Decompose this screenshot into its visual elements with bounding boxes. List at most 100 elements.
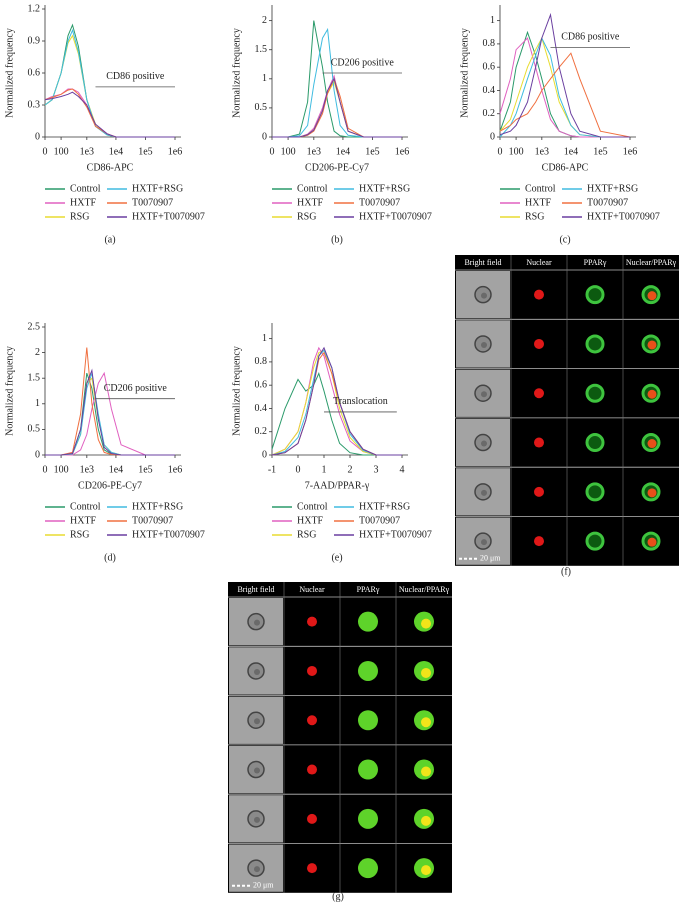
histogram-line xyxy=(45,368,175,456)
histogram-line xyxy=(499,30,630,138)
ppar-signal xyxy=(358,660,378,681)
x-tick-label: 1e6 xyxy=(168,464,182,475)
x-tick-label: 1e5 xyxy=(138,464,152,475)
merge-nucleus xyxy=(647,340,657,350)
y-tick-label: 0 xyxy=(262,449,267,460)
ppar-signal xyxy=(585,433,605,453)
histogram-line xyxy=(271,349,402,456)
legend-label: HXTF+T0070907 xyxy=(587,211,660,222)
y-tick-label: 0.2 xyxy=(255,426,268,437)
gate-label: Translocation xyxy=(333,396,388,407)
y-tick-label: 0.5 xyxy=(28,424,41,435)
panel-label: (a) xyxy=(104,234,115,245)
chart-panel: 0 0.5 1 1.5 2 0 100 1e3 1e4 1e5 1e6 Normalized freq… xyxy=(231,5,432,245)
x-tick-label: 1e3 xyxy=(535,146,549,157)
y-tick-label: 0 xyxy=(490,131,495,142)
y-tick-label: 0.6 xyxy=(483,61,496,72)
legend-label: Control xyxy=(70,501,101,512)
legend-label: RSG xyxy=(525,211,544,222)
y-tick-label: 0 xyxy=(35,449,40,460)
y-tick-label: 2 xyxy=(35,347,40,358)
chart-panel: 0 0.2 0.4 0.6 0.8 1 0 100 1e3 1e4 1e5 1e6 Normalized… xyxy=(459,5,660,245)
y-axis-label: Normalized frequency xyxy=(4,346,15,436)
x-tick-label: 1e4 xyxy=(336,146,350,157)
legend-label: RSG xyxy=(297,529,316,540)
nucleus xyxy=(534,437,544,448)
nucleus xyxy=(307,813,317,824)
legend-label: Control xyxy=(525,183,556,194)
histogram-line xyxy=(499,36,630,138)
cell-core xyxy=(481,292,487,299)
ppar-signal xyxy=(358,858,378,879)
panel-label: (g) xyxy=(332,891,344,902)
chart-panel: 0 0.3 0.6 0.9 1.2 0 100 1e3 1e4 1e5 1e6 Normalized … xyxy=(4,3,205,245)
merge-nucleus xyxy=(421,766,431,777)
x-tick-label: 1e4 xyxy=(109,464,123,475)
nucleus xyxy=(534,536,544,547)
legend-label: RSG xyxy=(70,211,89,222)
cell-core xyxy=(254,619,260,626)
y-tick-label: 2.5 xyxy=(28,321,41,332)
y-tick-label: 0.9 xyxy=(28,35,41,46)
y-tick-label: 0.4 xyxy=(483,85,496,96)
cell-core xyxy=(254,816,260,823)
legend-label: HXTF+RSG xyxy=(132,183,183,194)
merge-nucleus xyxy=(647,488,657,498)
cell-core xyxy=(481,391,487,398)
x-tick-label: 1e6 xyxy=(623,146,637,157)
nucleus xyxy=(534,338,544,349)
panel-label: (b) xyxy=(331,234,343,245)
chart-panel: 0 0.5 1 1.5 2 2.5 0 100 1e3 1e4 1e5 1e6 Normalized f… xyxy=(4,321,205,563)
legend-label: T0070907 xyxy=(359,197,400,208)
image-panel: Bright field Nuclear PPARγ Nuclear/PPARγ 20 … xyxy=(228,582,452,902)
y-tick-label: 0.5 xyxy=(255,102,268,113)
y-tick-label: 1.5 xyxy=(255,44,268,55)
x-tick-label: 3 xyxy=(374,464,379,475)
legend-label: HXTF+RSG xyxy=(359,501,410,512)
nucleus xyxy=(307,764,317,775)
column-header: Nuclear xyxy=(526,258,552,267)
histogram-line xyxy=(271,346,402,456)
merge-nucleus xyxy=(647,439,657,449)
legend-label: HXTF+RSG xyxy=(359,183,410,194)
legend-label: HXTF xyxy=(70,197,97,208)
legend-label: HXTF xyxy=(70,515,97,526)
merge-nucleus xyxy=(421,865,431,876)
x-tick-label: 100 xyxy=(509,146,524,157)
x-tick-label: 2 xyxy=(348,464,353,475)
legend-label: RSG xyxy=(297,211,316,222)
y-tick-label: 0 xyxy=(262,131,267,142)
merge-nucleus xyxy=(421,667,431,678)
legend-label: T0070907 xyxy=(587,197,628,208)
column-header: PPARγ xyxy=(584,258,607,267)
x-tick-label: 1e5 xyxy=(593,146,607,157)
histogram-line xyxy=(44,88,175,138)
cell-core xyxy=(481,489,487,496)
x-tick-label: 0 xyxy=(43,464,48,475)
legend-label: HXTF+T0070907 xyxy=(132,529,205,540)
column-header: PPARγ xyxy=(357,585,380,594)
x-axis-label: CD206-PE-Cy7 xyxy=(78,480,142,491)
legend-label: HXTF+T0070907 xyxy=(359,529,432,540)
merge-nucleus xyxy=(421,618,431,629)
ppar-signal xyxy=(585,531,605,551)
ppar-signal xyxy=(358,759,378,780)
legend-label: HXTF xyxy=(297,197,324,208)
x-tick-label: -1 xyxy=(268,464,276,475)
nucleus xyxy=(307,616,317,627)
cell-core xyxy=(254,718,260,725)
y-tick-label: 2 xyxy=(262,15,267,26)
y-axis-label: Normalized frequency xyxy=(231,28,242,118)
ppar-signal xyxy=(358,710,378,731)
y-axis-label: Normalized frequency xyxy=(231,346,242,436)
histogram-line xyxy=(499,12,630,138)
x-tick-label: 100 xyxy=(281,146,296,157)
x-axis-label: CD206-PE-Cy7 xyxy=(305,162,369,173)
gate-label: CD206 positive xyxy=(104,383,168,394)
histogram-line xyxy=(272,27,402,138)
x-tick-label: 1e4 xyxy=(564,146,578,157)
merge-nucleus xyxy=(647,291,657,301)
panel-label: (c) xyxy=(559,234,570,245)
ppar-signal xyxy=(585,285,605,305)
